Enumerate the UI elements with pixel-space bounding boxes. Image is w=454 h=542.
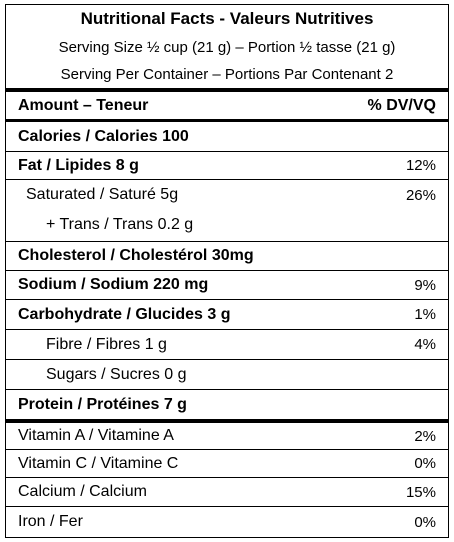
nutrient: Iron / Fer bbox=[18, 513, 83, 530]
row: Vitamin C / Vitamine C 0% bbox=[6, 450, 448, 478]
nutrient: Sodium / Sodium 220 mg bbox=[18, 276, 209, 293]
row: Fibre / Fibres 1 g 4% bbox=[6, 330, 448, 360]
sub-row: Saturated / Saturé 5g 26% bbox=[6, 180, 448, 210]
row: Fat / Lipides 8 g 12% bbox=[6, 152, 448, 180]
nutrient: Sugars / Sucres 0 g bbox=[46, 365, 187, 383]
daily-value: 0% bbox=[414, 513, 436, 531]
column-label: % DV/VQ bbox=[367, 96, 436, 114]
daily-value: 15% bbox=[405, 483, 436, 501]
daily-value: 4% bbox=[414, 336, 436, 353]
nutrition-label: Nutritional Facts - Valeurs Nutritives S… bbox=[5, 4, 449, 538]
row: Vitamin A / Vitamine A 2% bbox=[6, 423, 448, 450]
row: Sodium / Sodium 220 mg 9% bbox=[6, 271, 448, 300]
row: Sugars / Sucres 0 g bbox=[6, 360, 448, 390]
servings: Serving Per Container – Portions Par Con… bbox=[60, 66, 394, 83]
row: Protein / Protéines 7 g bbox=[6, 390, 448, 423]
nutrient: Vitamin A / Vitamine A bbox=[18, 427, 174, 444]
daily-value: 2% bbox=[414, 427, 436, 445]
daily-value: 26% bbox=[405, 186, 436, 204]
serving-size: Serving Size ½ cup (21 g) – Portion ½ ta… bbox=[58, 39, 396, 56]
daily-value: 1% bbox=[414, 306, 436, 323]
row: Carbohydrate / Glucides 3 g 1% bbox=[6, 300, 448, 330]
nutrient: Fibre / Fibres 1 g bbox=[46, 335, 167, 353]
row: Calcium / Calcium 15% bbox=[6, 478, 448, 507]
row: Calories / Calories 100 bbox=[6, 122, 448, 152]
nutrient: Calories / Calories 100 bbox=[18, 127, 189, 145]
nutrient: Fat / Lipides 8 g bbox=[18, 156, 139, 174]
sub-row: + Trans / Trans 0.2 g bbox=[6, 210, 448, 240]
nutrient: Protein / Protéines 7 g bbox=[18, 395, 187, 413]
row: Iron / Fer 0% bbox=[6, 507, 448, 537]
row: Cholesterol / Cholestérol 30mg bbox=[6, 242, 448, 271]
column-label: Amount – Teneur bbox=[18, 96, 149, 114]
nutrient: Calcium / Calcium bbox=[18, 483, 147, 500]
daily-value: 12% bbox=[405, 157, 436, 174]
nutrient: Vitamin C / Vitamine C bbox=[18, 454, 179, 472]
daily-value: 0% bbox=[414, 455, 436, 472]
nutrient: Cholesterol / Cholestérol 30mg bbox=[18, 247, 254, 264]
title: Nutritional Facts - Valeurs Nutritives bbox=[80, 9, 374, 28]
nutrient: Saturated / Saturé 5g bbox=[26, 186, 179, 203]
header: Nutritional Facts - Valeurs Nutritives S… bbox=[6, 5, 448, 92]
nutrient: Carbohydrate / Glucides 3 g bbox=[18, 305, 231, 323]
daily-value: 9% bbox=[414, 276, 436, 294]
column-header: Amount – Teneur % DV/VQ bbox=[6, 92, 448, 122]
nutrient: + Trans / Trans 0.2 g bbox=[46, 216, 194, 233]
row: Saturated / Saturé 5g 26% + Trans / Trans… bbox=[6, 180, 448, 242]
